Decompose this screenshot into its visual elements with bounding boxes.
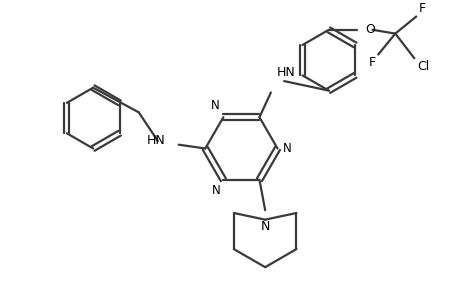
Text: N: N [260, 220, 269, 233]
Text: N: N [283, 142, 291, 155]
Text: O: O [364, 23, 374, 36]
Text: F: F [418, 2, 425, 15]
Text: HN: HN [146, 134, 165, 147]
Text: N: N [211, 184, 220, 197]
Text: F: F [368, 56, 375, 69]
Text: Cl: Cl [416, 60, 429, 73]
Text: N: N [210, 100, 219, 112]
Text: HN: HN [276, 66, 295, 79]
